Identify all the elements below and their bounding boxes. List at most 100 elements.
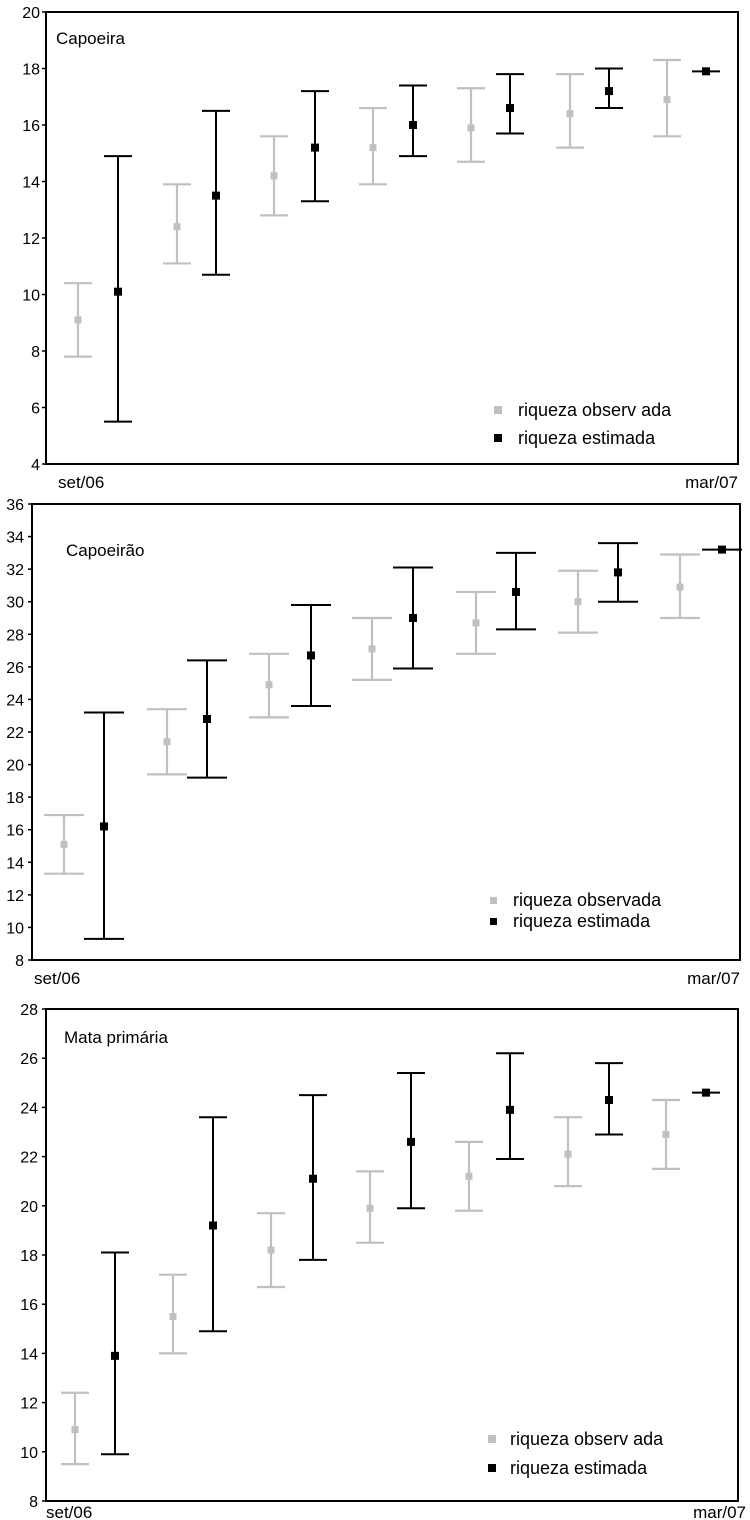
y-tick-label: 6 xyxy=(31,401,40,418)
observed-errorbar xyxy=(249,652,289,719)
y-tick-label: 14 xyxy=(22,175,40,192)
observed-errorbar xyxy=(159,1273,187,1355)
y-tick-label: 28 xyxy=(6,627,24,644)
estimated-errorbar xyxy=(299,1094,327,1261)
legend-marker-observed xyxy=(494,406,502,414)
x-label-end: mar/07 xyxy=(685,473,738,492)
legend-label-estimated: riqueza estimada xyxy=(510,1458,648,1478)
chart-mata-primaria: 8 10 12 14 16 18 20 22 24 26 28 Mata primária set/… xyxy=(20,1002,746,1520)
observed-errorbar xyxy=(147,708,187,776)
y-tick-label: 24 xyxy=(20,1100,38,1117)
data-point xyxy=(265,681,273,689)
x-label-end: mar/07 xyxy=(693,1503,746,1520)
observed-errorbar xyxy=(163,183,191,265)
y-axis: 8 10 12 14 16 18 20 22 24 26 28 30 32 34 36 xyxy=(6,497,32,970)
estimated-errorbar xyxy=(84,711,124,940)
chart-title: Capoeira xyxy=(56,29,126,48)
observed-errorbar xyxy=(558,569,598,634)
data-point xyxy=(74,316,82,324)
data-point xyxy=(369,144,377,152)
y-tick-label: 22 xyxy=(20,1150,38,1167)
chart-title: Mata primária xyxy=(64,1028,168,1047)
data-point xyxy=(111,1351,119,1360)
data-point xyxy=(512,587,520,596)
legend-marker-estimated xyxy=(488,1464,496,1472)
estimated-errorbar xyxy=(291,603,331,707)
data-point xyxy=(173,223,181,231)
y-tick-label: 16 xyxy=(6,823,24,840)
observed-errorbar xyxy=(356,1170,384,1244)
legend-label-estimated: riqueza estimada xyxy=(518,428,656,448)
estimated-errorbar xyxy=(496,73,524,135)
data-point xyxy=(212,191,220,200)
observed-errorbar xyxy=(359,106,387,186)
y-tick-label: 28 xyxy=(20,1002,38,1019)
chart-capoeira: 4 6 8 10 12 14 16 18 20 Capoeira set/06 mar/07 r… xyxy=(22,5,739,492)
observed-errorbar xyxy=(457,87,485,163)
y-tick-label: 14 xyxy=(20,1346,38,1363)
data-point xyxy=(307,651,315,660)
data-point xyxy=(169,1313,177,1320)
y-tick-label: 12 xyxy=(22,231,40,248)
estimated-errorbar xyxy=(397,1071,425,1210)
data-point xyxy=(366,1204,374,1212)
y-tick-label: 20 xyxy=(6,758,24,775)
observed-errorbar xyxy=(61,1391,89,1466)
legend-label-observed: riqueza observada xyxy=(513,890,662,910)
data-point xyxy=(409,121,417,129)
data-point xyxy=(309,1174,317,1183)
observed-errorbar xyxy=(64,282,92,358)
y-tick-label: 26 xyxy=(20,1051,38,1068)
data-point xyxy=(564,1150,572,1158)
data-point xyxy=(506,1105,514,1114)
y-tick-label: 16 xyxy=(20,1297,38,1314)
y-tick-label: 18 xyxy=(22,62,40,79)
y-tick-label: 8 xyxy=(31,344,40,361)
estimated-errorbar xyxy=(104,155,132,423)
legend-label-observed: riqueza observ ada xyxy=(510,1429,664,1449)
estimated-errorbar xyxy=(199,1116,227,1333)
y-tick-label: 18 xyxy=(20,1248,38,1265)
observed-errorbar xyxy=(652,1098,680,1170)
data-marks xyxy=(44,542,742,940)
y-tick-label: 10 xyxy=(20,1445,38,1462)
y-tick-label: 12 xyxy=(6,888,24,905)
estimated-errorbar xyxy=(595,67,623,110)
data-point xyxy=(114,287,122,296)
legend: riqueza observada riqueza estimada xyxy=(490,890,662,931)
observed-errorbar xyxy=(257,1212,285,1289)
estimated-errorbar xyxy=(301,90,329,203)
x-label-start: set/06 xyxy=(46,1503,92,1520)
data-point xyxy=(209,1221,217,1230)
y-tick-label: 22 xyxy=(6,725,24,742)
estimated-errorbar xyxy=(187,659,227,779)
data-point xyxy=(605,1096,613,1105)
data-point xyxy=(60,840,68,848)
data-point xyxy=(270,172,278,180)
observed-errorbar xyxy=(653,58,681,138)
legend-label-observed: riqueza observ ada xyxy=(518,400,672,420)
estimated-errorbar xyxy=(202,109,230,276)
data-point xyxy=(163,738,171,746)
estimated-errorbar xyxy=(399,84,427,158)
y-tick-label: 30 xyxy=(6,595,24,612)
y-tick-label: 34 xyxy=(6,530,24,547)
data-point xyxy=(465,1172,473,1180)
plot-frame xyxy=(45,1008,739,1502)
observed-errorbar xyxy=(455,1140,483,1212)
data-marks xyxy=(61,1052,720,1466)
data-point xyxy=(407,1137,415,1146)
estimated-errorbar xyxy=(598,542,638,603)
chart-title: Capoeirão xyxy=(66,541,144,560)
data-point xyxy=(662,1130,670,1138)
legend-marker-observed xyxy=(490,897,497,904)
y-tick-label: 8 xyxy=(15,953,24,970)
y-tick-label: 8 xyxy=(29,1494,38,1511)
estimated-errorbar xyxy=(692,67,720,76)
estimated-errorbar xyxy=(393,566,433,670)
y-tick-label: 24 xyxy=(6,692,24,709)
data-point xyxy=(71,1426,79,1434)
x-label-start: set/06 xyxy=(58,473,104,492)
plot-frame xyxy=(45,11,739,465)
x-label-start: set/06 xyxy=(34,969,80,988)
